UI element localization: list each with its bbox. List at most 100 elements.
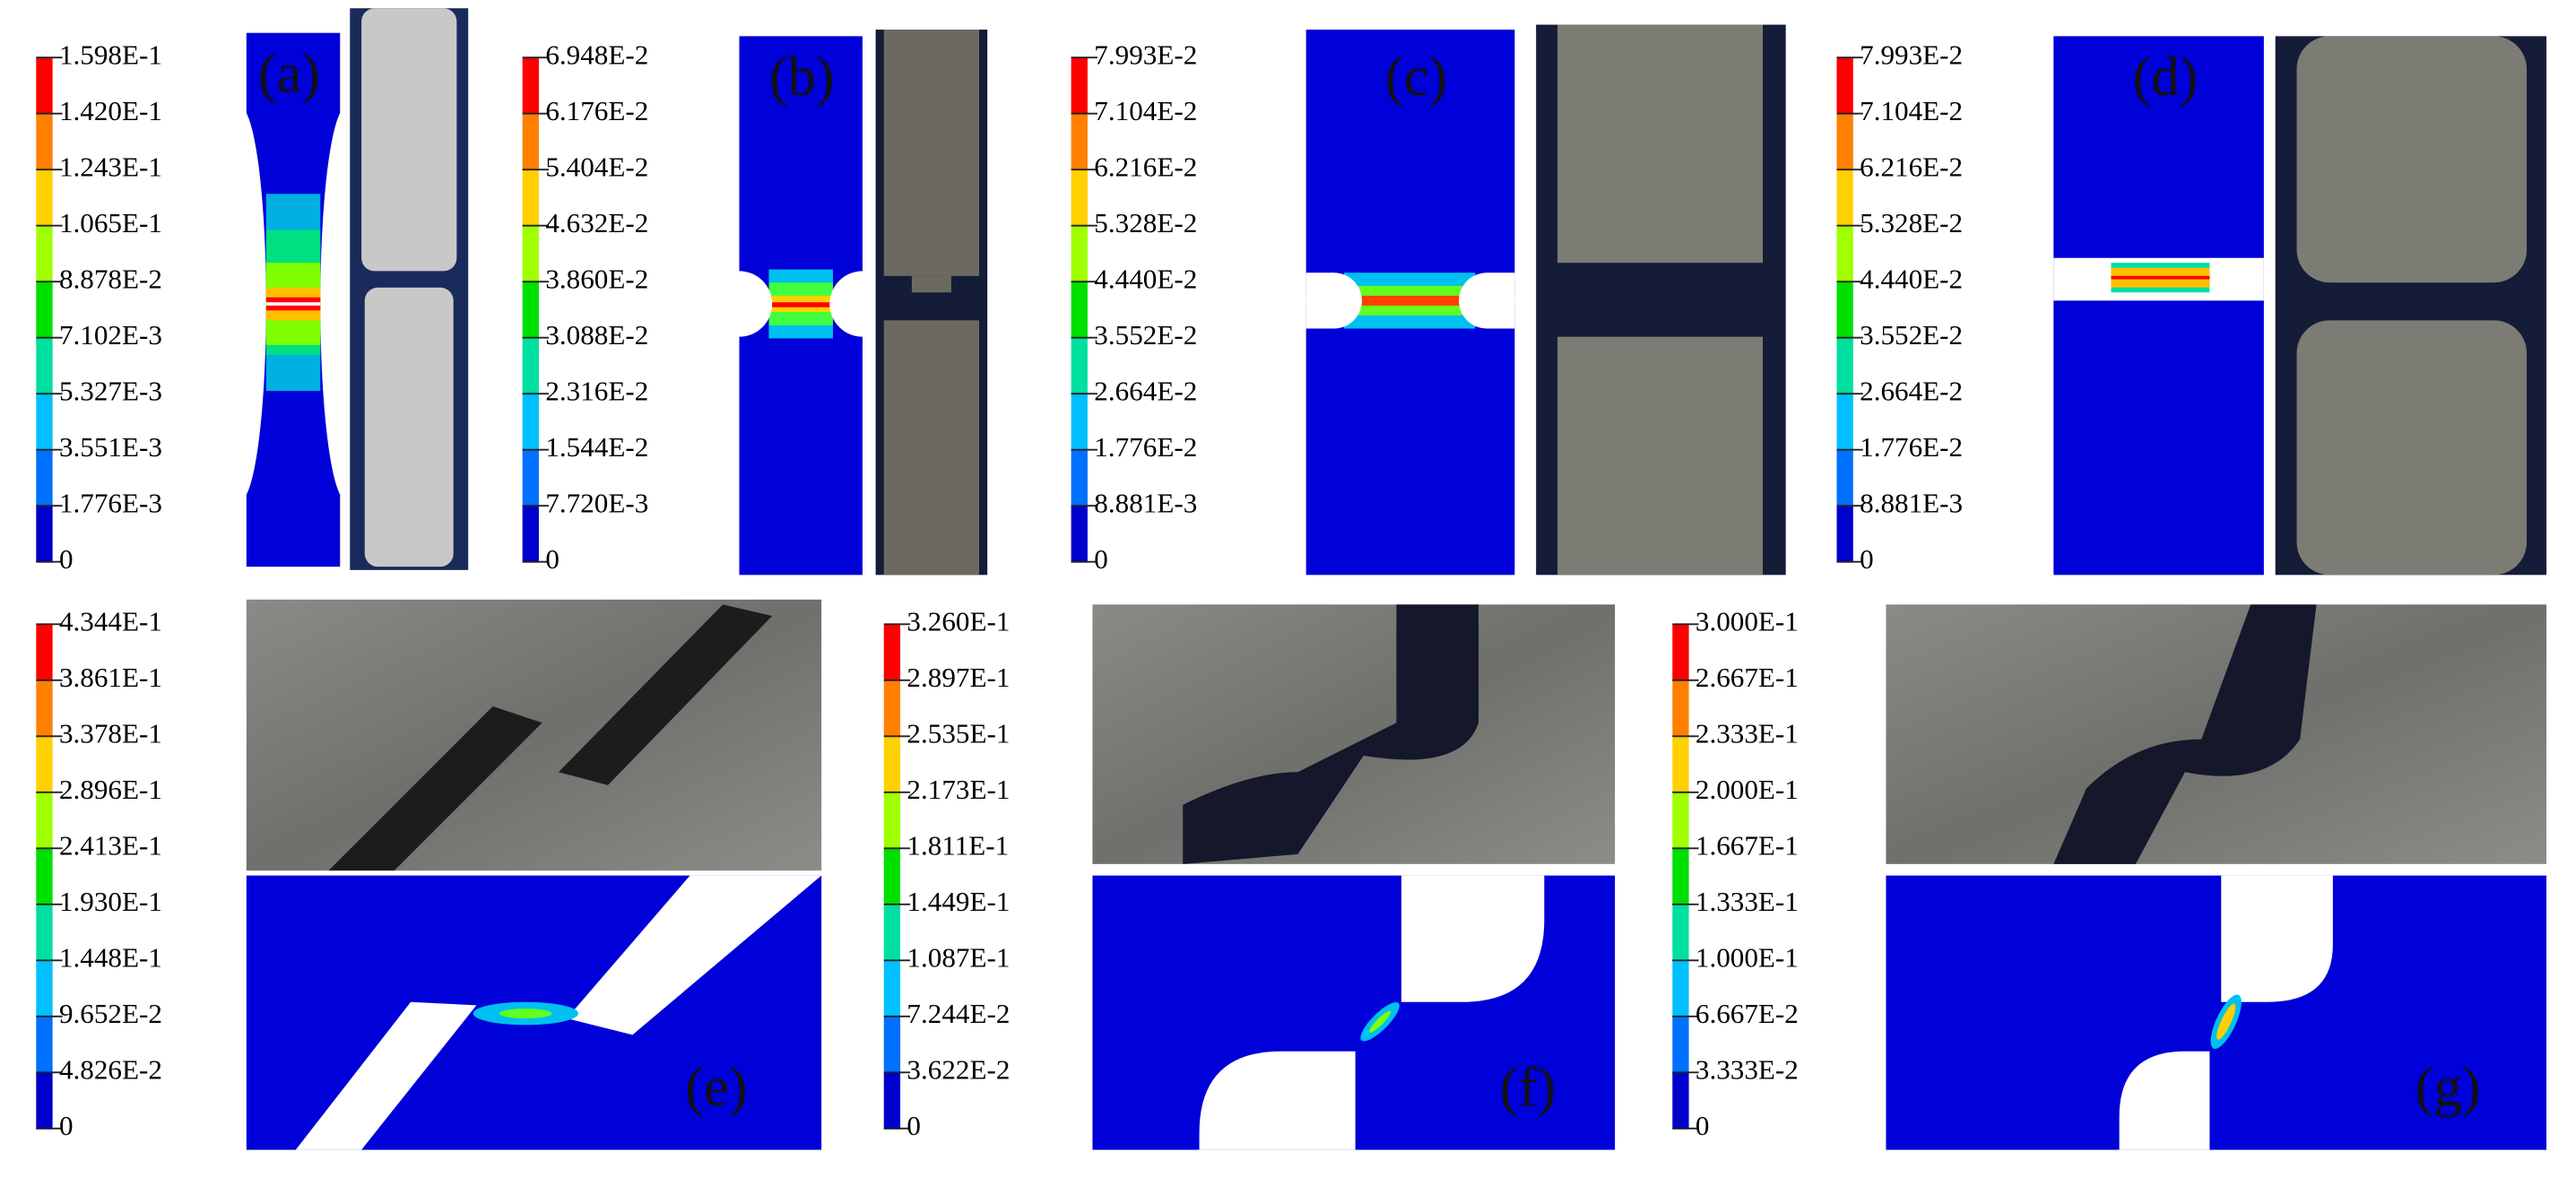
legend-color-band xyxy=(522,57,539,115)
legend-color-band xyxy=(36,337,53,395)
legend-color-band xyxy=(1836,113,1853,171)
legend-tick-label: 3.622E-2 xyxy=(906,1053,1010,1085)
panel-label: (e) xyxy=(685,1056,747,1118)
legend-tick-label: 2.664E-2 xyxy=(1860,375,1963,406)
legend-tick-label: 1.065E-1 xyxy=(59,207,162,238)
legend-tick-label: 6.216E-2 xyxy=(1860,151,1963,182)
panel-label: (b) xyxy=(769,46,835,108)
legend-color-band xyxy=(522,337,539,395)
legend-color-band xyxy=(36,848,53,905)
legend-tick-label: 2.000E-1 xyxy=(1696,774,1799,805)
legend-tick-label: 3.861E-1 xyxy=(59,662,162,693)
legend-color-band xyxy=(1071,506,1088,563)
legend-tick-label: 1.930E-1 xyxy=(59,886,162,917)
legend-color-band xyxy=(1836,394,1853,451)
legend-tick-label: 0 xyxy=(906,1110,921,1141)
legend-color-band xyxy=(1071,394,1088,451)
legend-tick-label: 8.881E-3 xyxy=(1094,487,1197,518)
legend-color-band xyxy=(883,792,901,850)
legend-color-band xyxy=(883,848,901,905)
legend-color-band xyxy=(36,169,53,227)
panel-label: (f) xyxy=(1500,1056,1556,1118)
legend-color-band xyxy=(36,680,53,738)
panel-label: (g) xyxy=(2416,1056,2481,1118)
legend-color-band xyxy=(1071,449,1088,507)
legend-tick-label: 3.378E-1 xyxy=(59,717,162,749)
legend-color-band xyxy=(1836,57,1853,115)
panel-label: (a) xyxy=(258,42,320,104)
legend-tick-label: 3.088E-2 xyxy=(545,319,648,351)
legends: 1.598E-1 1.420E-1 1.243E-1 1.065E-1 8.878E-2… xyxy=(36,39,2480,1141)
legend-tick-label: 3.000E-1 xyxy=(1696,605,1799,636)
legend-tick-label: 0 xyxy=(1094,543,1108,575)
legend-tick-label: 2.667E-1 xyxy=(1696,662,1799,693)
legend-color-band xyxy=(1672,792,1689,850)
legend-tick-label: 5.328E-2 xyxy=(1860,207,1963,238)
legend-color-band xyxy=(36,281,53,339)
legend-tick-label: 2.316E-2 xyxy=(545,375,648,406)
legend-color-band xyxy=(36,57,53,115)
panel-a-graphics xyxy=(213,8,469,570)
legend-tick-label: 8.881E-3 xyxy=(1860,487,1963,518)
legend-color-band xyxy=(36,792,53,850)
legend-tick-label: 7.102E-3 xyxy=(59,319,162,351)
legend-tick-label: 5.404E-2 xyxy=(545,151,648,182)
legend-tick-label: 6.176E-2 xyxy=(545,95,648,126)
legend-tick-label: 1.333E-1 xyxy=(1696,886,1799,917)
legend-tick-label: 8.878E-2 xyxy=(59,263,162,294)
legend-color-band xyxy=(1672,680,1689,738)
legend-tick-label: 4.826E-2 xyxy=(59,1053,162,1085)
legend-tick-label: 3.551E-3 xyxy=(59,431,162,463)
legend-color-band xyxy=(1071,169,1088,227)
legend-color-band xyxy=(1672,960,1689,1017)
legend-tick-label: 2.413E-1 xyxy=(59,829,162,861)
legend-color-band xyxy=(1672,736,1689,793)
panel-b-graphics xyxy=(706,30,988,576)
legend-tick-label: 9.652E-2 xyxy=(59,998,162,1029)
legend-tick-label: 1.243E-1 xyxy=(59,151,162,182)
legend-tick-label: 1.667E-1 xyxy=(1696,829,1799,861)
legend-tick-label: 7.993E-2 xyxy=(1860,39,1963,70)
legend-tick-label: 7.104E-2 xyxy=(1094,95,1197,126)
legend-tick-label: 2.664E-2 xyxy=(1094,375,1197,406)
legend-color-band xyxy=(1071,337,1088,395)
legend-tick-label: 1.449E-1 xyxy=(906,886,1010,917)
legend-tick-label: 2.896E-1 xyxy=(59,774,162,805)
legend-color-band xyxy=(883,1016,901,1074)
legend-color-band xyxy=(522,113,539,171)
legend-color-band xyxy=(36,449,53,507)
legend-tick-label: 2.333E-1 xyxy=(1696,717,1799,749)
legend-color-band xyxy=(1836,506,1853,563)
legend-color-band xyxy=(36,736,53,793)
legend-color-band xyxy=(1836,169,1853,227)
legend-color-band xyxy=(36,225,53,283)
legend-color-band xyxy=(883,736,901,793)
panel-d-graphics xyxy=(2053,36,2547,576)
legend-color-band xyxy=(1672,1072,1689,1130)
legend-tick-label: 5.327E-3 xyxy=(59,375,162,406)
legend-color-band xyxy=(1071,57,1088,115)
legend-tick-label: 1.544E-2 xyxy=(545,431,648,463)
legend-color-band xyxy=(883,960,901,1017)
legend-color-band xyxy=(36,1072,53,1130)
legend-tick-label: 7.720E-3 xyxy=(545,487,648,518)
legend-tick-label: 2.173E-1 xyxy=(906,774,1010,805)
legend-tick-label: 4.632E-2 xyxy=(545,207,648,238)
legend-tick-label: 6.667E-2 xyxy=(1696,998,1799,1029)
legend-tick-label: 1.776E-3 xyxy=(59,487,162,518)
legend-color-band xyxy=(36,113,53,171)
legend-color-band xyxy=(1071,281,1088,339)
legend-tick-label: 2.897E-1 xyxy=(906,662,1010,693)
legend-tick-label: 1.776E-2 xyxy=(1094,431,1197,463)
legend-tick-label: 0 xyxy=(1860,543,1874,575)
panel-c-graphics xyxy=(1305,24,1786,576)
legend-color-band xyxy=(1836,225,1853,283)
legend-tick-label: 4.344E-1 xyxy=(59,605,162,636)
legend-tick-label: 7.993E-2 xyxy=(1094,39,1197,70)
legend-color-band xyxy=(522,394,539,451)
legend-color-band xyxy=(36,506,53,563)
legend-tick-label: 1.811E-1 xyxy=(906,829,1009,861)
legend-color-band xyxy=(36,904,53,962)
